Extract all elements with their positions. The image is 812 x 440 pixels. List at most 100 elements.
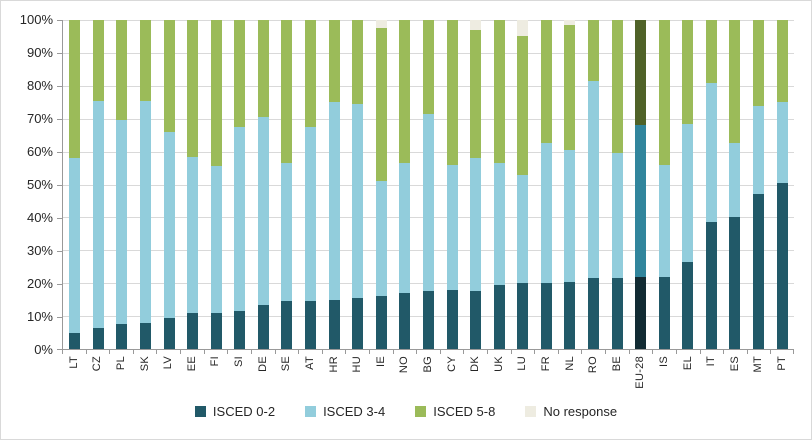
y-axis-label-10: 10% — [26, 309, 53, 324]
bar-FI — [210, 20, 222, 349]
bar-slot-IS — [652, 20, 676, 349]
x-tick-30 — [770, 350, 772, 354]
segment-PT-isced-0-2 — [776, 182, 788, 349]
bar-slot-ES — [723, 20, 747, 349]
segment-BG-isced-5-8 — [422, 20, 434, 114]
bar-DE — [257, 20, 269, 349]
x-axis-label-EU-28: EU-28 — [634, 356, 647, 389]
x-tick-23 — [605, 350, 607, 354]
x-axis-label-LT: LT — [67, 356, 80, 369]
segment-DK-isced-3-4 — [470, 158, 482, 292]
bar-slot-EU-28 — [629, 20, 653, 349]
bar-slot-SI — [228, 20, 252, 349]
segment-LT-isced-0-2 — [69, 332, 81, 349]
y-axis-label-0: 0% — [34, 342, 53, 357]
segment-IT-isced-5-8 — [705, 20, 717, 83]
bar-slot-NL — [558, 20, 582, 349]
x-tick-13 — [368, 350, 370, 354]
x-label-slot-FR: FR — [534, 356, 558, 396]
bar-PL — [116, 20, 128, 349]
y-axis-label-100: 100% — [19, 12, 53, 27]
bar-DK — [470, 20, 482, 349]
x-axis-label-FR: FR — [539, 356, 552, 372]
bar-slot-NO — [393, 20, 417, 349]
x-label-slot-SE: SE — [274, 356, 298, 396]
x-tick-22 — [581, 350, 583, 354]
x-axis-label-EE: EE — [185, 356, 198, 372]
segment-SE-isced-5-8 — [281, 20, 293, 164]
x-axis-labels: LT CZ PL SK LV EE FI SI DE SE AT HR HU IE NO BG CY DK UK LU… — [62, 356, 794, 396]
segment-DK-isced-0-2 — [470, 291, 482, 349]
segment-MT-isced-3-4 — [753, 105, 765, 195]
x-tick-9 — [274, 350, 276, 354]
x-tick-3 — [132, 350, 134, 354]
x-label-slot-NO: NO — [393, 356, 417, 396]
segment-IE-no-response — [375, 20, 387, 29]
x-axis-label-IT: IT — [705, 356, 718, 367]
bar-SI — [234, 20, 246, 349]
x-tick-19 — [510, 350, 512, 354]
segment-SI-isced-3-4 — [234, 126, 246, 312]
segment-NO-isced-3-4 — [399, 163, 411, 294]
bar-BG — [422, 20, 434, 349]
bar-slot-DK — [464, 20, 488, 349]
segment-NO-isced-5-8 — [399, 20, 411, 164]
segment-HU-isced-3-4 — [352, 103, 364, 299]
segment-LU-isced-0-2 — [517, 283, 529, 349]
segment-AT-isced-3-4 — [305, 126, 317, 302]
bars-container — [63, 20, 794, 349]
segment-SK-isced-0-2 — [140, 322, 152, 349]
x-axis-label-ES: ES — [728, 356, 741, 372]
bar-slot-LU — [511, 20, 535, 349]
segment-EU-28-isced-0-2 — [635, 276, 647, 349]
bar-slot-SK — [134, 20, 158, 349]
x-tick-12 — [345, 350, 347, 354]
x-tick-24 — [628, 350, 630, 354]
x-tick-8 — [250, 350, 252, 354]
x-label-slot-DK: DK — [463, 356, 487, 396]
x-axis-label-BE: BE — [610, 356, 623, 372]
y-axis-label-80: 80% — [26, 78, 53, 93]
x-label-slot-UK: UK — [487, 356, 511, 396]
x-tick-14 — [392, 350, 394, 354]
x-tick-2 — [109, 350, 111, 354]
segment-HR-isced-3-4 — [328, 102, 340, 300]
segment-AT-isced-0-2 — [305, 301, 317, 349]
segment-PL-isced-3-4 — [116, 120, 128, 325]
y-tick-60 — [57, 152, 62, 153]
segment-PT-isced-5-8 — [776, 20, 788, 103]
bar-slot-RO — [582, 20, 606, 349]
segment-LU-isced-5-8 — [517, 36, 529, 175]
x-axis-label-HR: HR — [327, 356, 340, 373]
y-axis-label-50: 50% — [26, 177, 53, 192]
bar-EU-28 — [635, 20, 647, 349]
legend-swatch-isced-3-4 — [305, 406, 317, 417]
x-tick-31 — [793, 350, 794, 354]
x-tick-10 — [298, 350, 300, 354]
x-label-slot-BG: BG — [416, 356, 440, 396]
legend-label-isced-5-8: ISCED 5-8 — [433, 404, 496, 419]
bar-AT — [305, 20, 317, 349]
bar-slot-LV — [157, 20, 181, 349]
x-tick-11 — [321, 350, 323, 354]
segment-ES-isced-0-2 — [729, 217, 741, 349]
segment-UK-isced-0-2 — [493, 284, 505, 349]
segment-BE-isced-0-2 — [611, 278, 623, 349]
bar-LU — [517, 20, 529, 349]
bar-EE — [187, 20, 199, 349]
x-axis-label-SI: SI — [233, 356, 246, 367]
segment-EE-isced-3-4 — [187, 156, 199, 313]
x-axis-label-IS: IS — [658, 356, 671, 367]
bar-slot-EL — [676, 20, 700, 349]
segment-FI-isced-5-8 — [210, 20, 222, 167]
bar-LV — [163, 20, 175, 349]
x-label-slot-DE: DE — [251, 356, 275, 396]
bar-RO — [588, 20, 599, 349]
x-label-slot-IE: IE — [369, 356, 393, 396]
y-tick-0 — [57, 349, 62, 350]
x-label-slot-NL: NL — [558, 356, 582, 396]
segment-HR-isced-5-8 — [328, 20, 340, 103]
x-axis-label-CY: CY — [445, 356, 458, 372]
bar-slot-SE — [275, 20, 299, 349]
bar-CZ — [92, 20, 104, 349]
